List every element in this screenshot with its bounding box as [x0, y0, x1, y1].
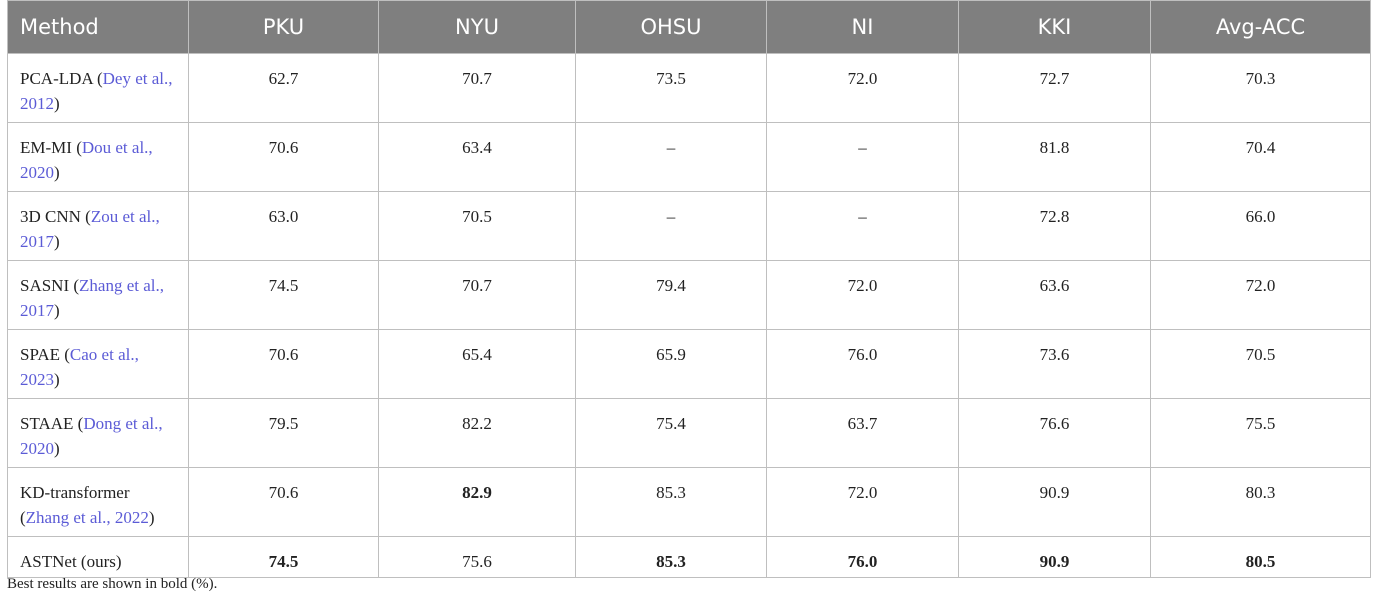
- table-body: PCA-LDA (Dey et al., 2012) 62.7 70.7 73.5 72…: [7, 53, 1371, 578]
- punct: ): [54, 94, 60, 113]
- value-cell: 70.7: [378, 53, 576, 123]
- value-cell: 66.0: [1150, 191, 1371, 261]
- citation: Dey et al., 2012: [20, 69, 173, 113]
- method-name: SPAE (: [20, 345, 70, 364]
- method-cell: STAAE (Dong et al., 2020): [7, 398, 189, 468]
- value-cell: 63.4: [378, 122, 576, 192]
- citation: Cao et al., 2023: [20, 345, 139, 389]
- value-cell: –: [575, 191, 767, 261]
- value-cell: 70.6: [188, 122, 379, 192]
- punct: ): [54, 232, 60, 251]
- value-cell: 70.6: [188, 467, 379, 537]
- method-cell: ASTNet (ours): [7, 536, 189, 578]
- method-name: KD-transformer (: [20, 483, 130, 527]
- value-cell: –: [575, 122, 767, 192]
- table-row: 3D CNN (Zou et al., 2017) 63.0 70.5– –72.8 6…: [7, 191, 1371, 261]
- value-cell: 72.7: [958, 53, 1151, 123]
- value-cell: 81.8: [958, 122, 1151, 192]
- citation: Zou et al., 2017: [20, 207, 160, 251]
- value-cell: 79.5: [188, 398, 379, 468]
- table-row: ASTNet (ours) 74.5 75.6 85.3 76.0 90.9 80.5: [7, 536, 1371, 578]
- value-cell: 72.8: [958, 191, 1151, 261]
- header-cell: NYU: [378, 0, 576, 54]
- table-row: SPAE (Cao et al., 2023) 70.6 65.4 65.9 76.0 7…: [7, 329, 1371, 399]
- header-cell: NI: [766, 0, 959, 54]
- value-cell: 63.7: [766, 398, 959, 468]
- method-cell: 3D CNN (Zou et al., 2017): [7, 191, 189, 261]
- citation: Zhang et al., 2022: [25, 508, 149, 527]
- value-cell: 74.5: [188, 260, 379, 330]
- header-cell: KKI: [958, 0, 1151, 54]
- value-cell: 65.9: [575, 329, 767, 399]
- value-cell: 73.5: [575, 53, 767, 123]
- footnote: Best results are shown in bold (%).: [7, 576, 218, 592]
- value-cell: –: [766, 122, 959, 192]
- value-cell: 85.3: [575, 536, 767, 578]
- value-cell: 90.9: [958, 536, 1151, 578]
- method-cell: SASNI (Zhang et al., 2017): [7, 260, 189, 330]
- value-cell: 82.9: [378, 467, 576, 537]
- value-cell: 65.4: [378, 329, 576, 399]
- punct: ): [54, 301, 60, 320]
- method-name: STAAE (: [20, 414, 84, 433]
- value-cell: 74.5: [188, 536, 379, 578]
- header-cell: Avg-ACC: [1150, 0, 1371, 54]
- value-cell: 76.0: [766, 536, 959, 578]
- table-row: PCA-LDA (Dey et al., 2012) 62.7 70.7 73.5 72…: [7, 53, 1371, 123]
- value-cell: 75.6: [378, 536, 576, 578]
- punct: ): [54, 370, 60, 389]
- method-cell: KD-transformer (Zhang et al., 2022): [7, 467, 189, 537]
- value-cell: 80.3: [1150, 467, 1371, 537]
- method-name: EM-MI (: [20, 138, 82, 157]
- method-cell: PCA-LDA (Dey et al., 2012): [7, 53, 189, 123]
- method-cell: SPAE (Cao et al., 2023): [7, 329, 189, 399]
- value-cell: 72.0: [766, 260, 959, 330]
- punct: ): [148, 508, 155, 527]
- table-row: SASNI (Zhang et al., 2017) 74.5 70.7 79.4 72…: [7, 260, 1371, 330]
- value-cell: –: [766, 191, 959, 261]
- value-cell: 70.5: [378, 191, 576, 261]
- value-cell: 70.7: [378, 260, 576, 330]
- citation: Dong et al., 2020: [20, 414, 163, 458]
- value-cell: 63.0: [188, 191, 379, 261]
- value-cell: 85.3: [575, 467, 767, 537]
- value-cell: 73.6: [958, 329, 1151, 399]
- value-cell: 80.5: [1150, 536, 1371, 578]
- value-cell: 70.5: [1150, 329, 1371, 399]
- value-cell: 70.6: [188, 329, 379, 399]
- value-cell: 72.0: [766, 53, 959, 123]
- table-row: STAAE (Dong et al., 2020) 79.5 82.2 75.4 63.…: [7, 398, 1371, 468]
- value-cell: 63.6: [958, 260, 1151, 330]
- value-cell: 62.7: [188, 53, 379, 123]
- value-cell: 76.0: [766, 329, 959, 399]
- header-cell: OHSU: [575, 0, 767, 54]
- results-table: Method PKU NYU OHSU NI KKI Avg-ACC PCA-LDA (De…: [7, 0, 1371, 578]
- header-cell: Method: [7, 0, 189, 54]
- value-cell: 90.9: [958, 467, 1151, 537]
- method-name: 3D CNN (: [20, 207, 91, 226]
- citation: Dou et al., 2020: [20, 138, 153, 182]
- value-cell: 79.4: [575, 260, 767, 330]
- value-cell: 72.0: [766, 467, 959, 537]
- citation: Zhang et al., 2017: [20, 276, 165, 320]
- value-cell: 70.3: [1150, 53, 1371, 123]
- header-cell: PKU: [188, 0, 379, 54]
- punct: ): [54, 439, 60, 458]
- value-cell: 75.5: [1150, 398, 1371, 468]
- method-cell: EM-MI (Dou et al., 2020): [7, 122, 189, 192]
- table-row: EM-MI (Dou et al., 2020) 70.6 63.4– –81.8 70…: [7, 122, 1371, 192]
- table-row: KD-transformer (Zhang et al., 2022) 70.6 8…: [7, 467, 1371, 537]
- value-cell: 76.6: [958, 398, 1151, 468]
- method-name: ASTNet (ours): [20, 552, 122, 571]
- value-cell: 82.2: [378, 398, 576, 468]
- method-name: PCA-LDA (: [20, 69, 103, 88]
- method-name: SASNI (: [20, 276, 80, 295]
- value-cell: 70.4: [1150, 122, 1371, 192]
- punct: ): [54, 163, 60, 182]
- value-cell: 72.0: [1150, 260, 1371, 330]
- header-row: Method PKU NYU OHSU NI KKI Avg-ACC: [7, 0, 1371, 54]
- value-cell: 75.4: [575, 398, 767, 468]
